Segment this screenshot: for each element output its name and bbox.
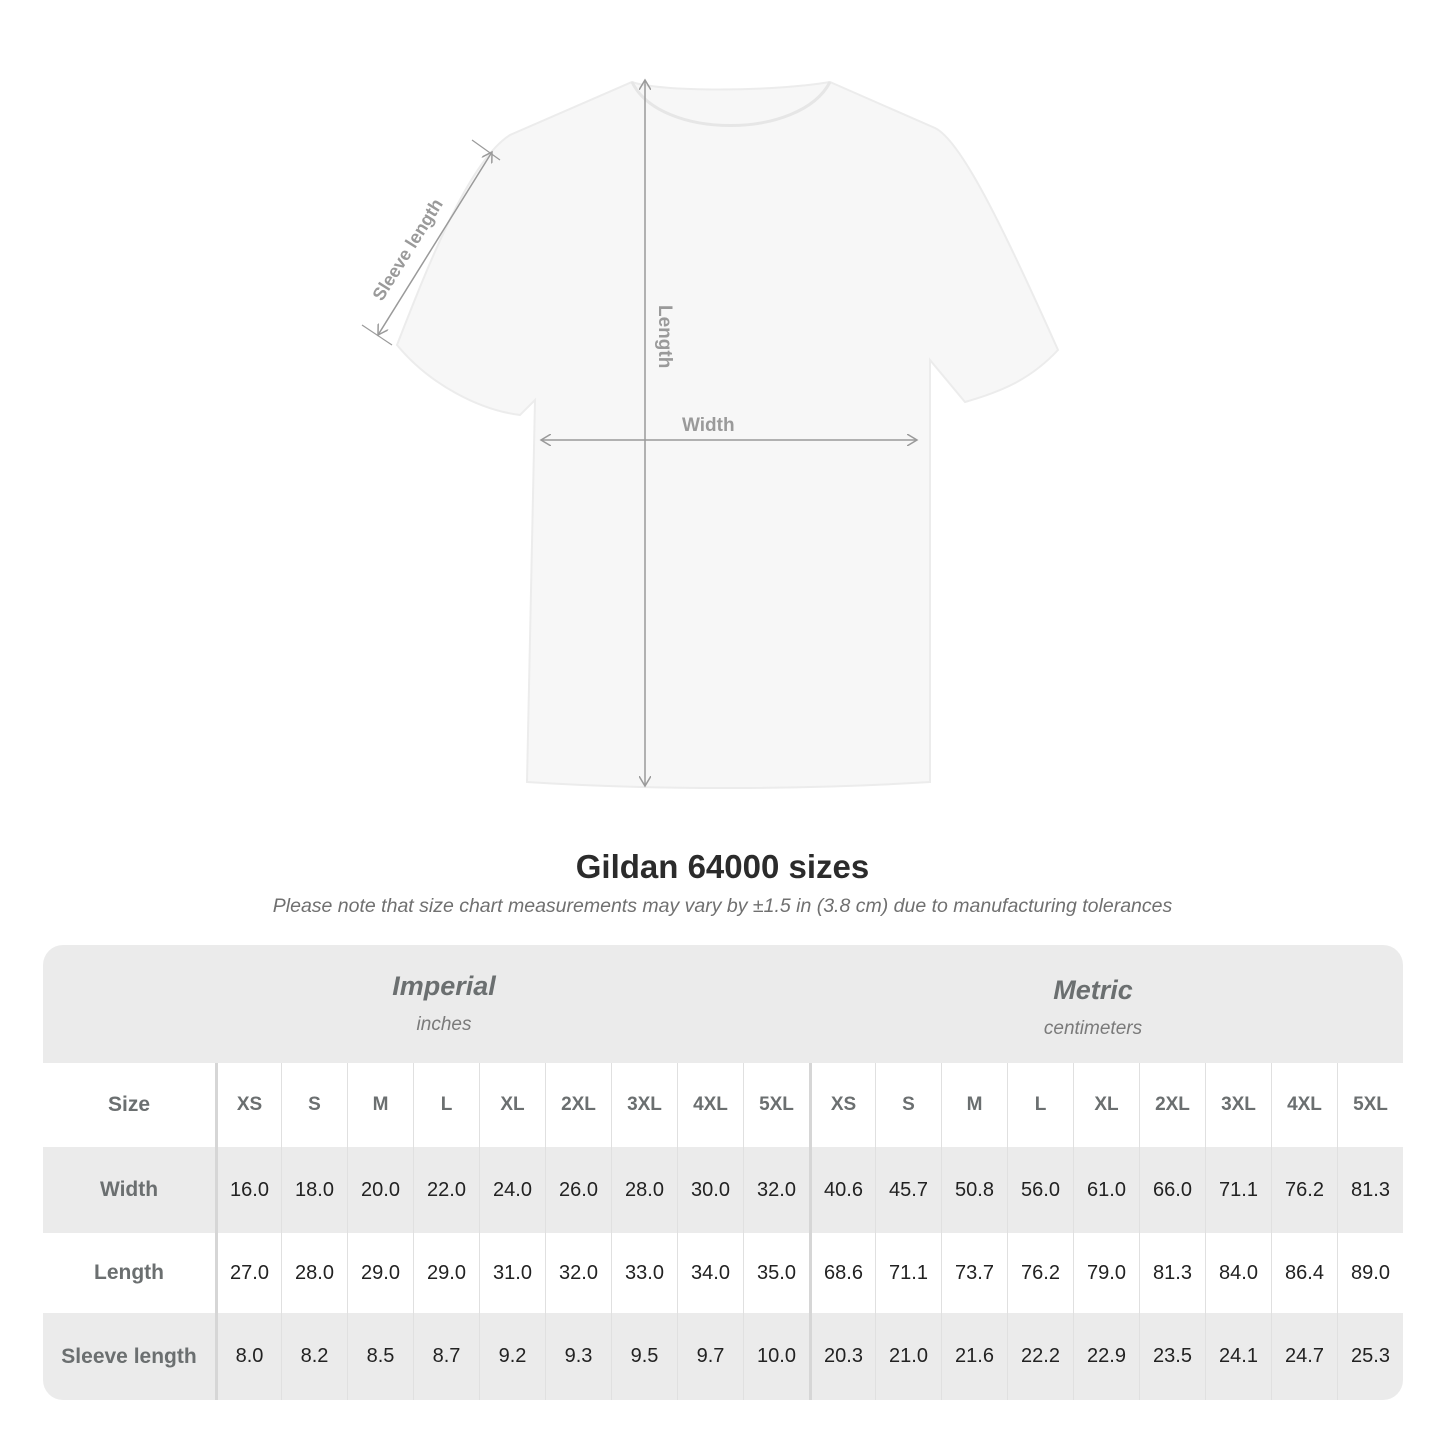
value-cell: 45.7 — [875, 1147, 941, 1233]
value-cell: 76.2 — [1007, 1233, 1073, 1313]
value-cell: 68.6 — [809, 1233, 875, 1313]
tolerance-note: Please note that size chart measurements… — [272, 895, 1173, 917]
value-cell: 24.0 — [479, 1147, 545, 1233]
value-cell: 8.2 — [281, 1313, 347, 1400]
value-cell: 79.0 — [1073, 1233, 1139, 1313]
metric-header: Metric centimeters — [809, 975, 1377, 1040]
value-cell: 20.3 — [809, 1313, 875, 1400]
metric-title: Metric — [1053, 975, 1133, 1005]
value-cell: 29.0 — [347, 1233, 413, 1313]
tshirt-diagram: Sleeve length Length Width — [361, 0, 1060, 789]
size-header-cell: S — [281, 1063, 347, 1147]
width-label: Width — [682, 415, 735, 436]
value-cell: 71.1 — [875, 1233, 941, 1313]
row-label: Sleeve length — [61, 1344, 197, 1368]
size-header-cell: 5XL — [743, 1063, 809, 1147]
size-header-cell: S — [875, 1063, 941, 1147]
value-cell: 28.0 — [611, 1147, 677, 1233]
value-cell: 21.0 — [875, 1313, 941, 1400]
size-header-cell: M — [941, 1063, 1007, 1147]
size-header-cell: XS — [215, 1063, 281, 1147]
size-header-cell: 4XL — [1271, 1063, 1337, 1147]
value-cell: 8.5 — [347, 1313, 413, 1400]
value-cell: 24.1 — [1205, 1313, 1271, 1400]
value-cell: 40.6 — [809, 1147, 875, 1233]
size-header-cell: 2XL — [1139, 1063, 1205, 1147]
row-label: Size — [107, 1093, 151, 1116]
value-cell: 34.0 — [677, 1233, 743, 1313]
value-cell: 73.7 — [941, 1233, 1007, 1313]
size-header-cell: L — [1007, 1063, 1073, 1147]
table-row: Sleeve length 8.0 8.2 8.5 8.7 9.2 9.3 9.5 9.7 10.… — [43, 1313, 1403, 1400]
size-header-cell: XL — [1073, 1063, 1139, 1147]
width-arrow: Width — [541, 415, 917, 440]
value-cell: 18.0 — [281, 1147, 347, 1233]
value-cell: 30.0 — [677, 1147, 743, 1233]
value-cell: 56.0 — [1007, 1147, 1073, 1233]
imperial-unit: inches — [416, 1014, 472, 1035]
value-cell: 76.2 — [1271, 1147, 1337, 1233]
size-header-cell: L — [413, 1063, 479, 1147]
value-cell: 81.3 — [1139, 1233, 1205, 1313]
value-cell: 28.0 — [281, 1233, 347, 1313]
value-cell: 33.0 — [611, 1233, 677, 1313]
value-cell: 10.0 — [743, 1313, 809, 1400]
size-header-cell: 3XL — [1205, 1063, 1271, 1147]
value-cell: 8.7 — [413, 1313, 479, 1400]
value-cell: 32.0 — [743, 1147, 809, 1233]
table-header: Imperial inches Metric centimeters — [43, 945, 1403, 1063]
value-cell: 24.7 — [1271, 1313, 1337, 1400]
value-cell: 66.0 — [1139, 1147, 1205, 1233]
value-cell: 71.1 — [1205, 1147, 1271, 1233]
row-label: Length — [94, 1261, 164, 1284]
value-cell: 32.0 — [545, 1233, 611, 1313]
value-cell: 16.0 — [215, 1147, 281, 1233]
value-cell: 22.0 — [413, 1147, 479, 1233]
value-cell: 8.0 — [215, 1313, 281, 1400]
value-cell: 26.0 — [545, 1147, 611, 1233]
value-cell: 23.5 — [1139, 1313, 1205, 1400]
value-cell: 61.0 — [1073, 1147, 1139, 1233]
value-cell: 22.2 — [1007, 1313, 1073, 1400]
value-cell: 20.0 — [347, 1147, 413, 1233]
value-cell: 9.7 — [677, 1313, 743, 1400]
size-header-cell: XS — [809, 1063, 875, 1147]
value-cell: 89.0 — [1337, 1233, 1403, 1313]
value-cell: 29.0 — [413, 1233, 479, 1313]
size-header-cell: 3XL — [611, 1063, 677, 1147]
value-cell: 35.0 — [743, 1233, 809, 1313]
size-header-cell: 2XL — [545, 1063, 611, 1147]
length-arrow: Length — [645, 80, 675, 786]
value-cell: 21.6 — [941, 1313, 1007, 1400]
size-header-cell: XL — [479, 1063, 545, 1147]
size-header-cell: M — [347, 1063, 413, 1147]
value-cell: 9.3 — [545, 1313, 611, 1400]
value-cell: 31.0 — [479, 1233, 545, 1313]
value-cell: 9.5 — [611, 1313, 677, 1400]
metric-unit: centimeters — [1043, 1018, 1143, 1039]
value-cell: 9.2 — [479, 1313, 545, 1400]
value-cell: 50.8 — [941, 1147, 1007, 1233]
size-table: Imperial inches Metric centimeters Size X… — [43, 945, 1403, 1400]
size-header-cell: 5XL — [1337, 1063, 1403, 1147]
value-cell: 27.0 — [215, 1233, 281, 1313]
value-cell: 86.4 — [1271, 1233, 1337, 1313]
size-header-cell: 4XL — [677, 1063, 743, 1147]
value-cell: 22.9 — [1073, 1313, 1139, 1400]
value-cell: 84.0 — [1205, 1233, 1271, 1313]
size-header-row: Size XS S M L XL 2XL 3XL 4XL 5XL XS S M L XL 2XL 3XL 4XL 5… — [43, 1063, 1403, 1147]
row-label: Width — [99, 1178, 159, 1201]
length-label: Length — [654, 305, 675, 368]
value-cell: 25.3 — [1337, 1313, 1403, 1400]
table-row: Width 16.0 18.0 20.0 22.0 24.0 26.0 28.0 30.0 32.… — [43, 1147, 1403, 1233]
table-row: Length 27.0 28.0 29.0 29.0 31.0 32.0 33.0 34.0 35… — [43, 1233, 1403, 1313]
value-cell: 81.3 — [1337, 1147, 1403, 1233]
page-title: Gildan 64000 sizes — [575, 848, 870, 885]
imperial-title: Imperial — [392, 971, 496, 1001]
imperial-header: Imperial inches — [215, 971, 673, 1036]
